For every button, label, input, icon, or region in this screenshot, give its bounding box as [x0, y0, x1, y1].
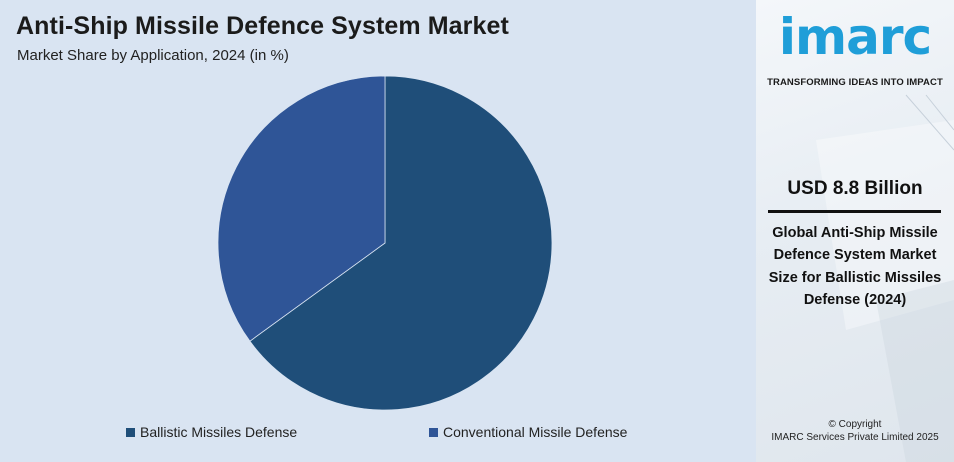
value-divider	[768, 210, 941, 213]
legend-item-conventional: Conventional Missile Defense	[429, 424, 627, 440]
logo-wordmark: imarc	[778, 8, 932, 66]
pie-slice-conventional-missile-defense	[217, 75, 386, 342]
pie-slice-ballistic-missiles-defense	[249, 75, 553, 411]
chart-title: Anti-Ship Missile Defence System Market	[16, 12, 509, 40]
legend-item-ballistic: Ballistic Missiles Defense	[126, 424, 297, 440]
copyright-line-1: © Copyright	[828, 419, 882, 430]
copyright-notice: © Copyright IMARC Services Private Limit…	[756, 418, 954, 444]
chart-subtitle: Market Share by Application, 2024 (in %)	[17, 47, 289, 64]
copyright-line-2: IMARC Services Private Limited 2025	[771, 432, 939, 443]
market-size-description: Global Anti-Ship Missile Defence System …	[768, 225, 942, 308]
imarc-logo: imarc	[756, 8, 954, 66]
logo-tagline: TRANSFORMING IDEAS INTO IMPACT	[767, 77, 943, 88]
pie-chart	[217, 75, 553, 411]
info-sidebar: imarc TRANSFORMING IDEAS INTO IMPACT USD…	[756, 0, 954, 462]
legend-label-conventional: Conventional Missile Defense	[443, 424, 628, 440]
legend-swatch-ballistic	[126, 427, 135, 437]
legend-swatch-conventional	[429, 427, 438, 437]
market-size-value: USD 8.8 Billion	[787, 178, 923, 199]
chart-panel: Anti-Ship Missile Defence System Market …	[0, 0, 756, 462]
legend-label-ballistic: Ballistic Missiles Defense	[140, 424, 298, 440]
chart-legend: Ballistic Missiles Defense Conventional …	[0, 424, 756, 442]
background-decoration	[816, 94, 954, 462]
